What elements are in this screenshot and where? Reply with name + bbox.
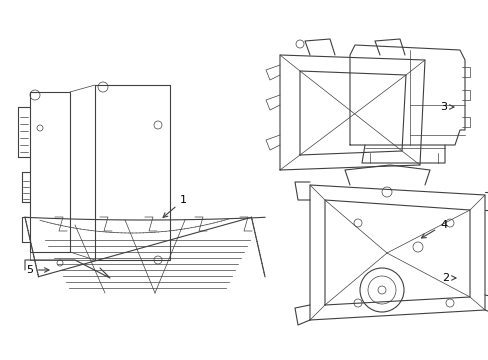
- Text: 5: 5: [26, 265, 49, 275]
- Text: 2: 2: [441, 273, 455, 283]
- Text: 3: 3: [439, 102, 453, 112]
- Text: 1: 1: [163, 195, 186, 217]
- Text: 4: 4: [421, 220, 446, 238]
